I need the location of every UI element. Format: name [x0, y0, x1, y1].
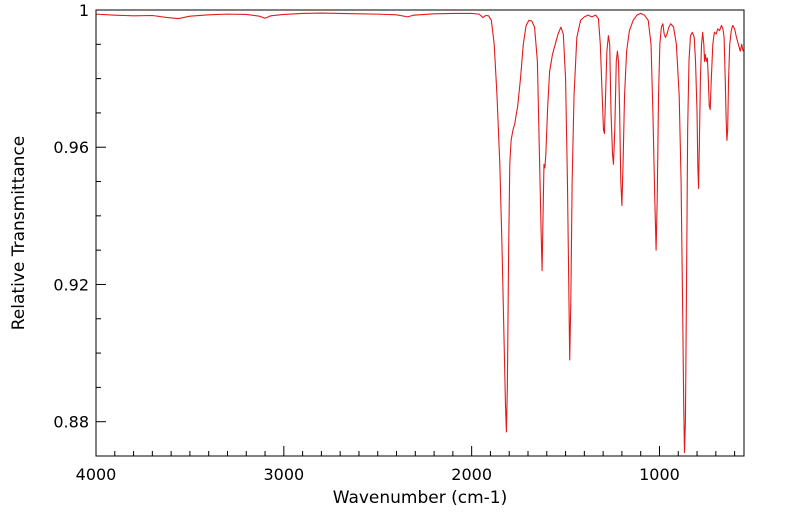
y-tick-label: 1	[79, 1, 89, 20]
plot-frame	[95, 9, 745, 457]
x-tick-label: 1000	[639, 465, 680, 484]
spectrum-line	[96, 12, 744, 454]
axis-ticks	[95, 9, 736, 457]
series-layer	[96, 12, 744, 454]
x-tick-label: 2000	[451, 465, 492, 484]
y-tick-label: 0.92	[53, 275, 89, 294]
x-tick-label: 4000	[76, 465, 117, 484]
tick-labels: 4000 3000 2000 1000 0.88 0.92 0.96 1	[53, 1, 679, 484]
y-tick-label: 0.88	[53, 413, 89, 432]
y-tick-label: 0.96	[53, 138, 89, 157]
x-tick-label: 3000	[263, 465, 304, 484]
x-axis-title: Wavenumber (cm-1)	[333, 488, 508, 508]
y-axis-title: Relative Transmittance	[9, 136, 29, 331]
